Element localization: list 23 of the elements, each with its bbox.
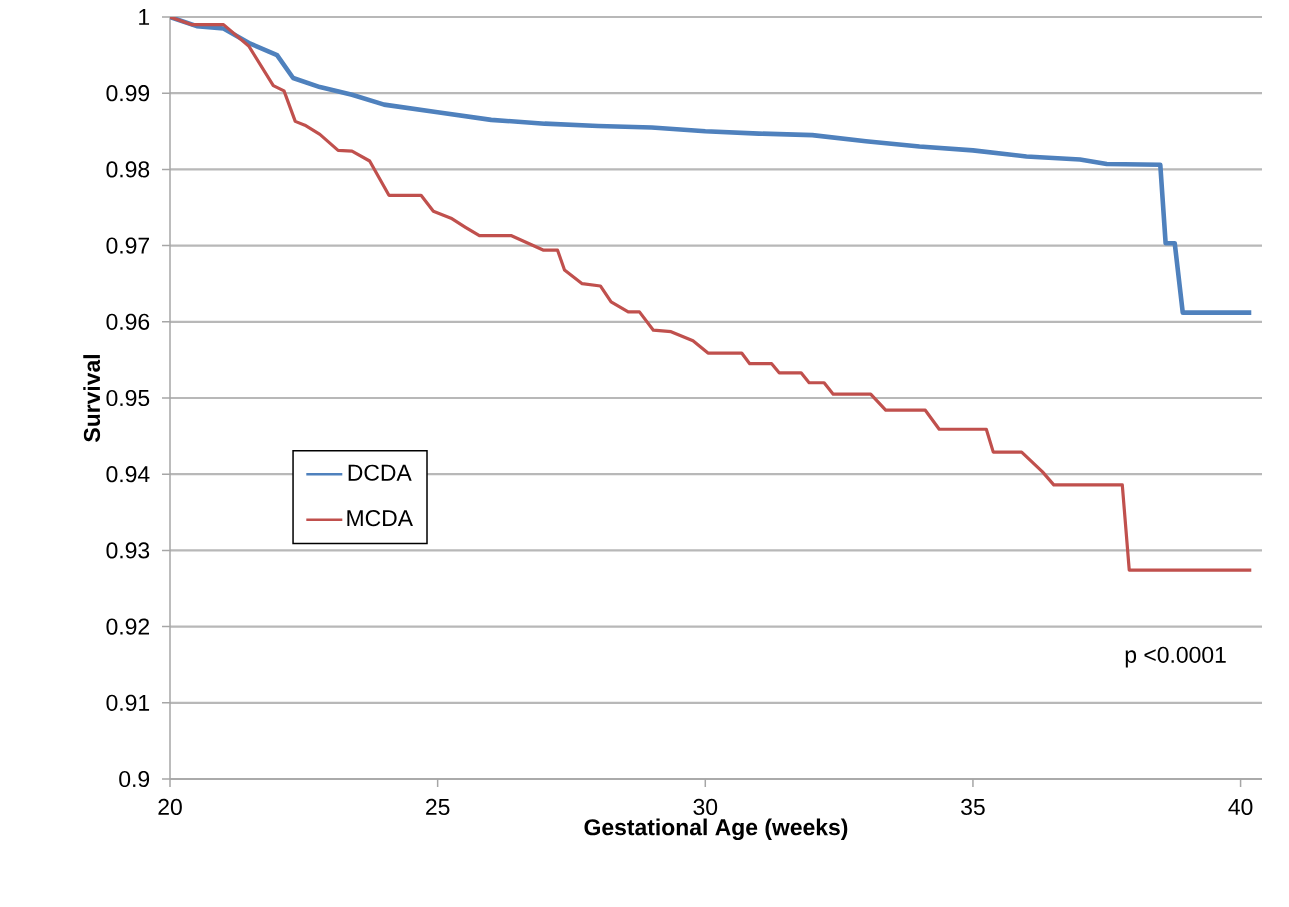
y-tick-label: 0.97 — [106, 237, 150, 254]
x-tick-label: 30 — [693, 798, 718, 816]
x-tick-label: 25 — [426, 798, 450, 816]
x-tick-label: 35 — [961, 798, 985, 816]
y-tick-label: 0.9 — [119, 770, 150, 788]
y-tick-label: 0.91 — [106, 694, 150, 711]
line-series — [170, 16, 1253, 572]
y-tick-label: 0.96 — [106, 313, 150, 330]
y-tick-label: 0.99 — [106, 85, 150, 102]
y-tick-label: 0.95 — [106, 389, 150, 407]
x-tick-label: 20 — [158, 798, 182, 816]
y-tick-label: 0.94 — [106, 466, 150, 483]
y-tick-label: 1 — [139, 9, 150, 25]
x-axis-title: Gestational Age (weeks) — [584, 818, 848, 840]
y-axis-title: Survival — [83, 355, 101, 442]
annotation: p <0.0001 — [1125, 646, 1226, 668]
line-series — [170, 16, 1254, 315]
y-tick-label: 0.98 — [106, 161, 150, 178]
x-tick-label: 40 — [1228, 798, 1253, 816]
legend-label: DCDA — [348, 464, 412, 481]
y-tick-label: 0.92 — [106, 618, 150, 635]
legend-label: MCDA — [347, 510, 413, 527]
y-tick-label: 0.93 — [106, 542, 150, 559]
